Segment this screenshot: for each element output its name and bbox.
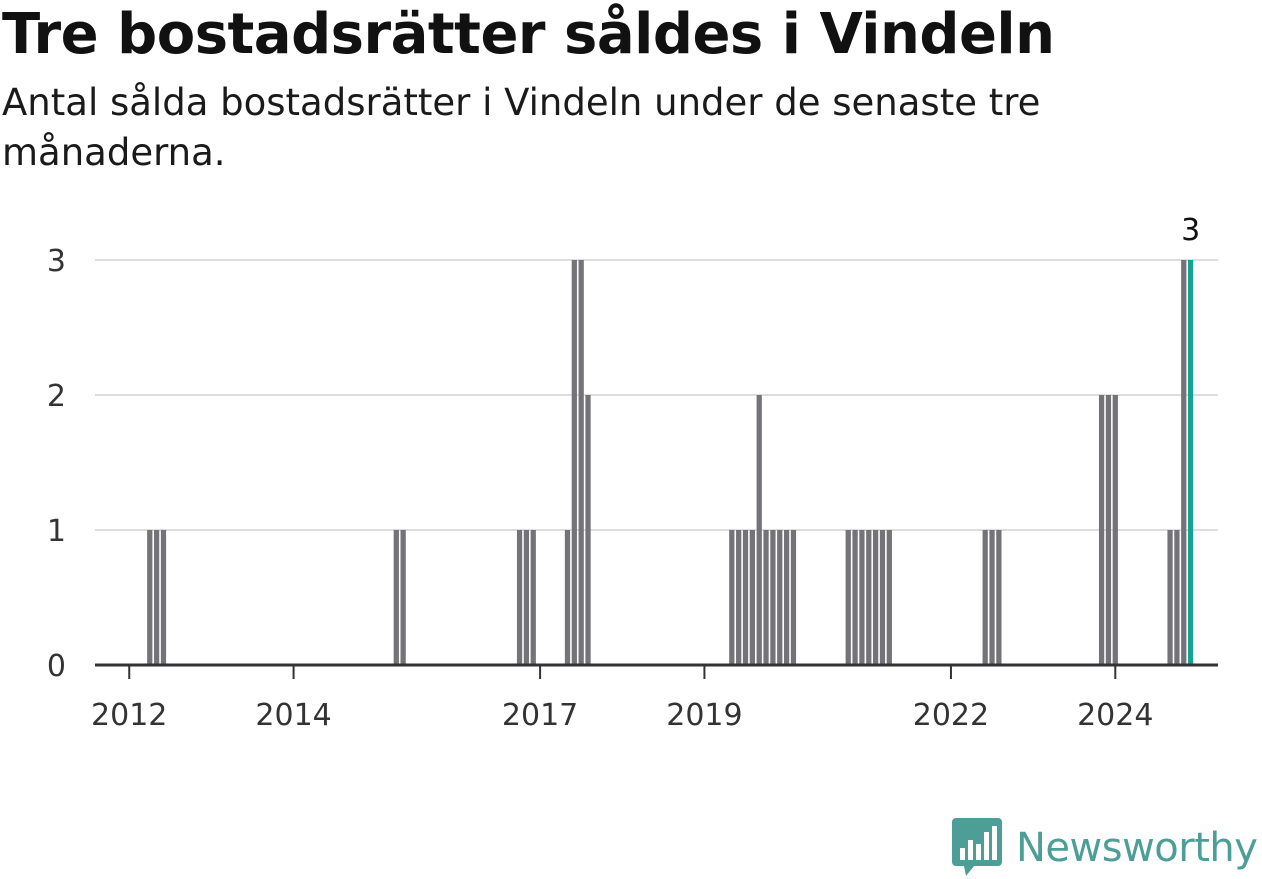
bar <box>729 530 735 665</box>
bar <box>578 260 584 665</box>
bar <box>516 530 523 665</box>
x-tick-label: 2012 <box>91 698 167 733</box>
bar <box>886 530 892 665</box>
bar <box>393 530 399 665</box>
bar-chart: 0 1 2 3 2012 2014 2017 2019 2022 2024 3 <box>47 213 1218 733</box>
brand-name: Newsworthy <box>1016 825 1258 871</box>
x-tick-label: 2022 <box>913 698 989 733</box>
bar <box>777 530 783 665</box>
bar <box>996 530 1002 665</box>
x-tick-label: 2019 <box>666 698 742 733</box>
bar <box>852 530 858 665</box>
bar <box>1174 530 1180 665</box>
bar <box>879 530 886 665</box>
bar <box>756 395 762 665</box>
bar <box>147 530 153 665</box>
y-axis-ticks: 0 1 2 3 <box>47 244 66 684</box>
bar <box>400 530 406 665</box>
bar <box>571 260 577 665</box>
bar <box>154 530 160 665</box>
bar <box>564 530 571 665</box>
chart-subtitle: Antal sålda bostadsrätter i Vindeln unde… <box>2 81 1041 174</box>
bar <box>742 530 749 665</box>
bar <box>585 395 591 665</box>
bar-highlight <box>1187 260 1194 665</box>
y-tick-label: 3 <box>47 244 66 279</box>
bar <box>523 530 530 665</box>
bar <box>1105 395 1112 665</box>
gridlines <box>95 259 1218 531</box>
bar-chart-speech-bubble-icon <box>952 818 1002 876</box>
bar <box>1181 260 1187 665</box>
bars <box>147 260 1194 665</box>
bar <box>989 530 995 665</box>
bar <box>1167 530 1173 665</box>
bar <box>859 530 865 665</box>
chart-title: Tre bostadsrätter såldes i Vindeln <box>2 2 1055 67</box>
bar <box>1112 395 1118 665</box>
bar <box>770 530 776 665</box>
y-tick-label: 1 <box>47 514 66 549</box>
x-axis-ticks: 2012 2014 2017 2019 2022 2024 <box>91 665 1153 733</box>
bar <box>530 530 536 665</box>
bar <box>783 530 790 665</box>
bar <box>160 530 167 665</box>
y-tick-label: 0 <box>47 649 66 684</box>
x-tick-label: 2014 <box>255 698 331 733</box>
bar <box>736 530 742 665</box>
bar <box>1098 395 1105 665</box>
x-tick-label: 2017 <box>502 698 578 733</box>
y-tick-label: 2 <box>47 379 66 414</box>
bar <box>790 530 797 665</box>
bar <box>872 530 879 665</box>
newsworthy-logo: Newsworthy <box>952 818 1258 878</box>
data-labels: 3 <box>1181 213 1200 248</box>
bar <box>763 530 769 665</box>
x-tick-label: 2024 <box>1077 698 1153 733</box>
bar <box>749 530 755 665</box>
bar <box>866 530 872 665</box>
bar <box>982 530 988 665</box>
highlight-value-label: 3 <box>1181 213 1200 248</box>
bar <box>845 530 851 665</box>
